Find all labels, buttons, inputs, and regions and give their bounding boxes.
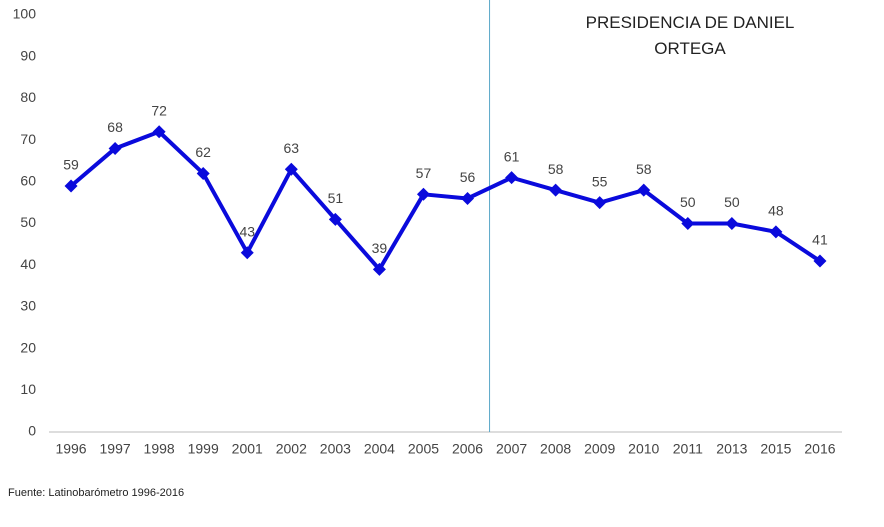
data-label: 68 (107, 119, 123, 135)
marker (593, 196, 607, 210)
data-label: 62 (195, 144, 211, 160)
x-tick-label: 2015 (760, 441, 791, 457)
marker (769, 225, 783, 239)
y-tick-label: 30 (20, 298, 36, 314)
data-label: 72 (151, 102, 167, 118)
x-tick-label: 2005 (408, 441, 439, 457)
x-tick-label: 1999 (188, 441, 219, 457)
x-tick-label: 2011 (673, 441, 703, 457)
x-tick-label: 2006 (452, 441, 483, 457)
marker (681, 217, 695, 230)
data-label: 50 (680, 194, 696, 210)
marker (505, 171, 519, 185)
y-tick-label: 100 (13, 6, 37, 22)
data-label: 43 (239, 223, 255, 239)
line (69, 129, 822, 272)
data-label: 55 (592, 173, 608, 189)
marker (372, 262, 386, 276)
y-tick-label: 50 (20, 214, 36, 230)
data-label: 58 (636, 161, 652, 177)
marker (240, 246, 254, 260)
marker (64, 179, 78, 193)
data-label: 39 (372, 240, 388, 256)
x-tick-label: 1997 (100, 441, 131, 457)
x-tick-label: 1996 (55, 441, 86, 457)
y-tick-label: 40 (20, 256, 36, 272)
x-tick-label: 2013 (716, 441, 747, 457)
data-label: 58 (548, 161, 564, 177)
marker (461, 191, 475, 205)
y-tick-label: 90 (20, 47, 36, 63)
data-label: 51 (328, 190, 344, 206)
source-note: Fuente: Latinobarómetro 1996-2016 (8, 487, 185, 499)
x-tick-label: 2010 (628, 441, 659, 457)
data-label: 61 (504, 148, 520, 164)
x-tick-label: 2002 (276, 441, 307, 457)
y-tick-label: 0 (28, 423, 36, 439)
data-label: 50 (724, 194, 740, 210)
x-tick-label: 2016 (804, 441, 835, 457)
y-tick-label: 20 (20, 339, 36, 355)
x-tick-label: 2007 (496, 441, 527, 457)
y-tick-label: 70 (20, 131, 36, 147)
data-label: 57 (416, 165, 432, 181)
marker (328, 212, 342, 226)
marker (416, 187, 430, 201)
y-tick-label: 60 (20, 173, 36, 189)
x-tick-label: 1998 (144, 441, 175, 457)
data-label: 56 (460, 169, 476, 185)
x-tick-label: 2009 (584, 441, 615, 457)
x-tick-label: 2004 (364, 441, 395, 457)
marker (549, 183, 563, 197)
x-tick-label: 2003 (320, 441, 351, 457)
marker (725, 217, 739, 230)
marker (108, 141, 122, 155)
y-tick-label: 80 (20, 89, 36, 105)
x-tick-label: 2001 (232, 441, 263, 457)
x-tick-label: 2008 (540, 441, 571, 457)
data-label: 63 (284, 140, 300, 156)
data-label: 59 (63, 157, 79, 173)
marker (196, 166, 210, 180)
data-label: 41 (812, 232, 828, 248)
marker (637, 183, 651, 197)
marker (284, 162, 298, 176)
annotation: PRESIDENCIA DE DANIEL ORTEGA (585, 13, 795, 58)
data-label: 48 (768, 203, 784, 219)
marker (813, 254, 827, 268)
y-tick-label: 10 (20, 381, 36, 397)
marker (152, 125, 166, 139)
